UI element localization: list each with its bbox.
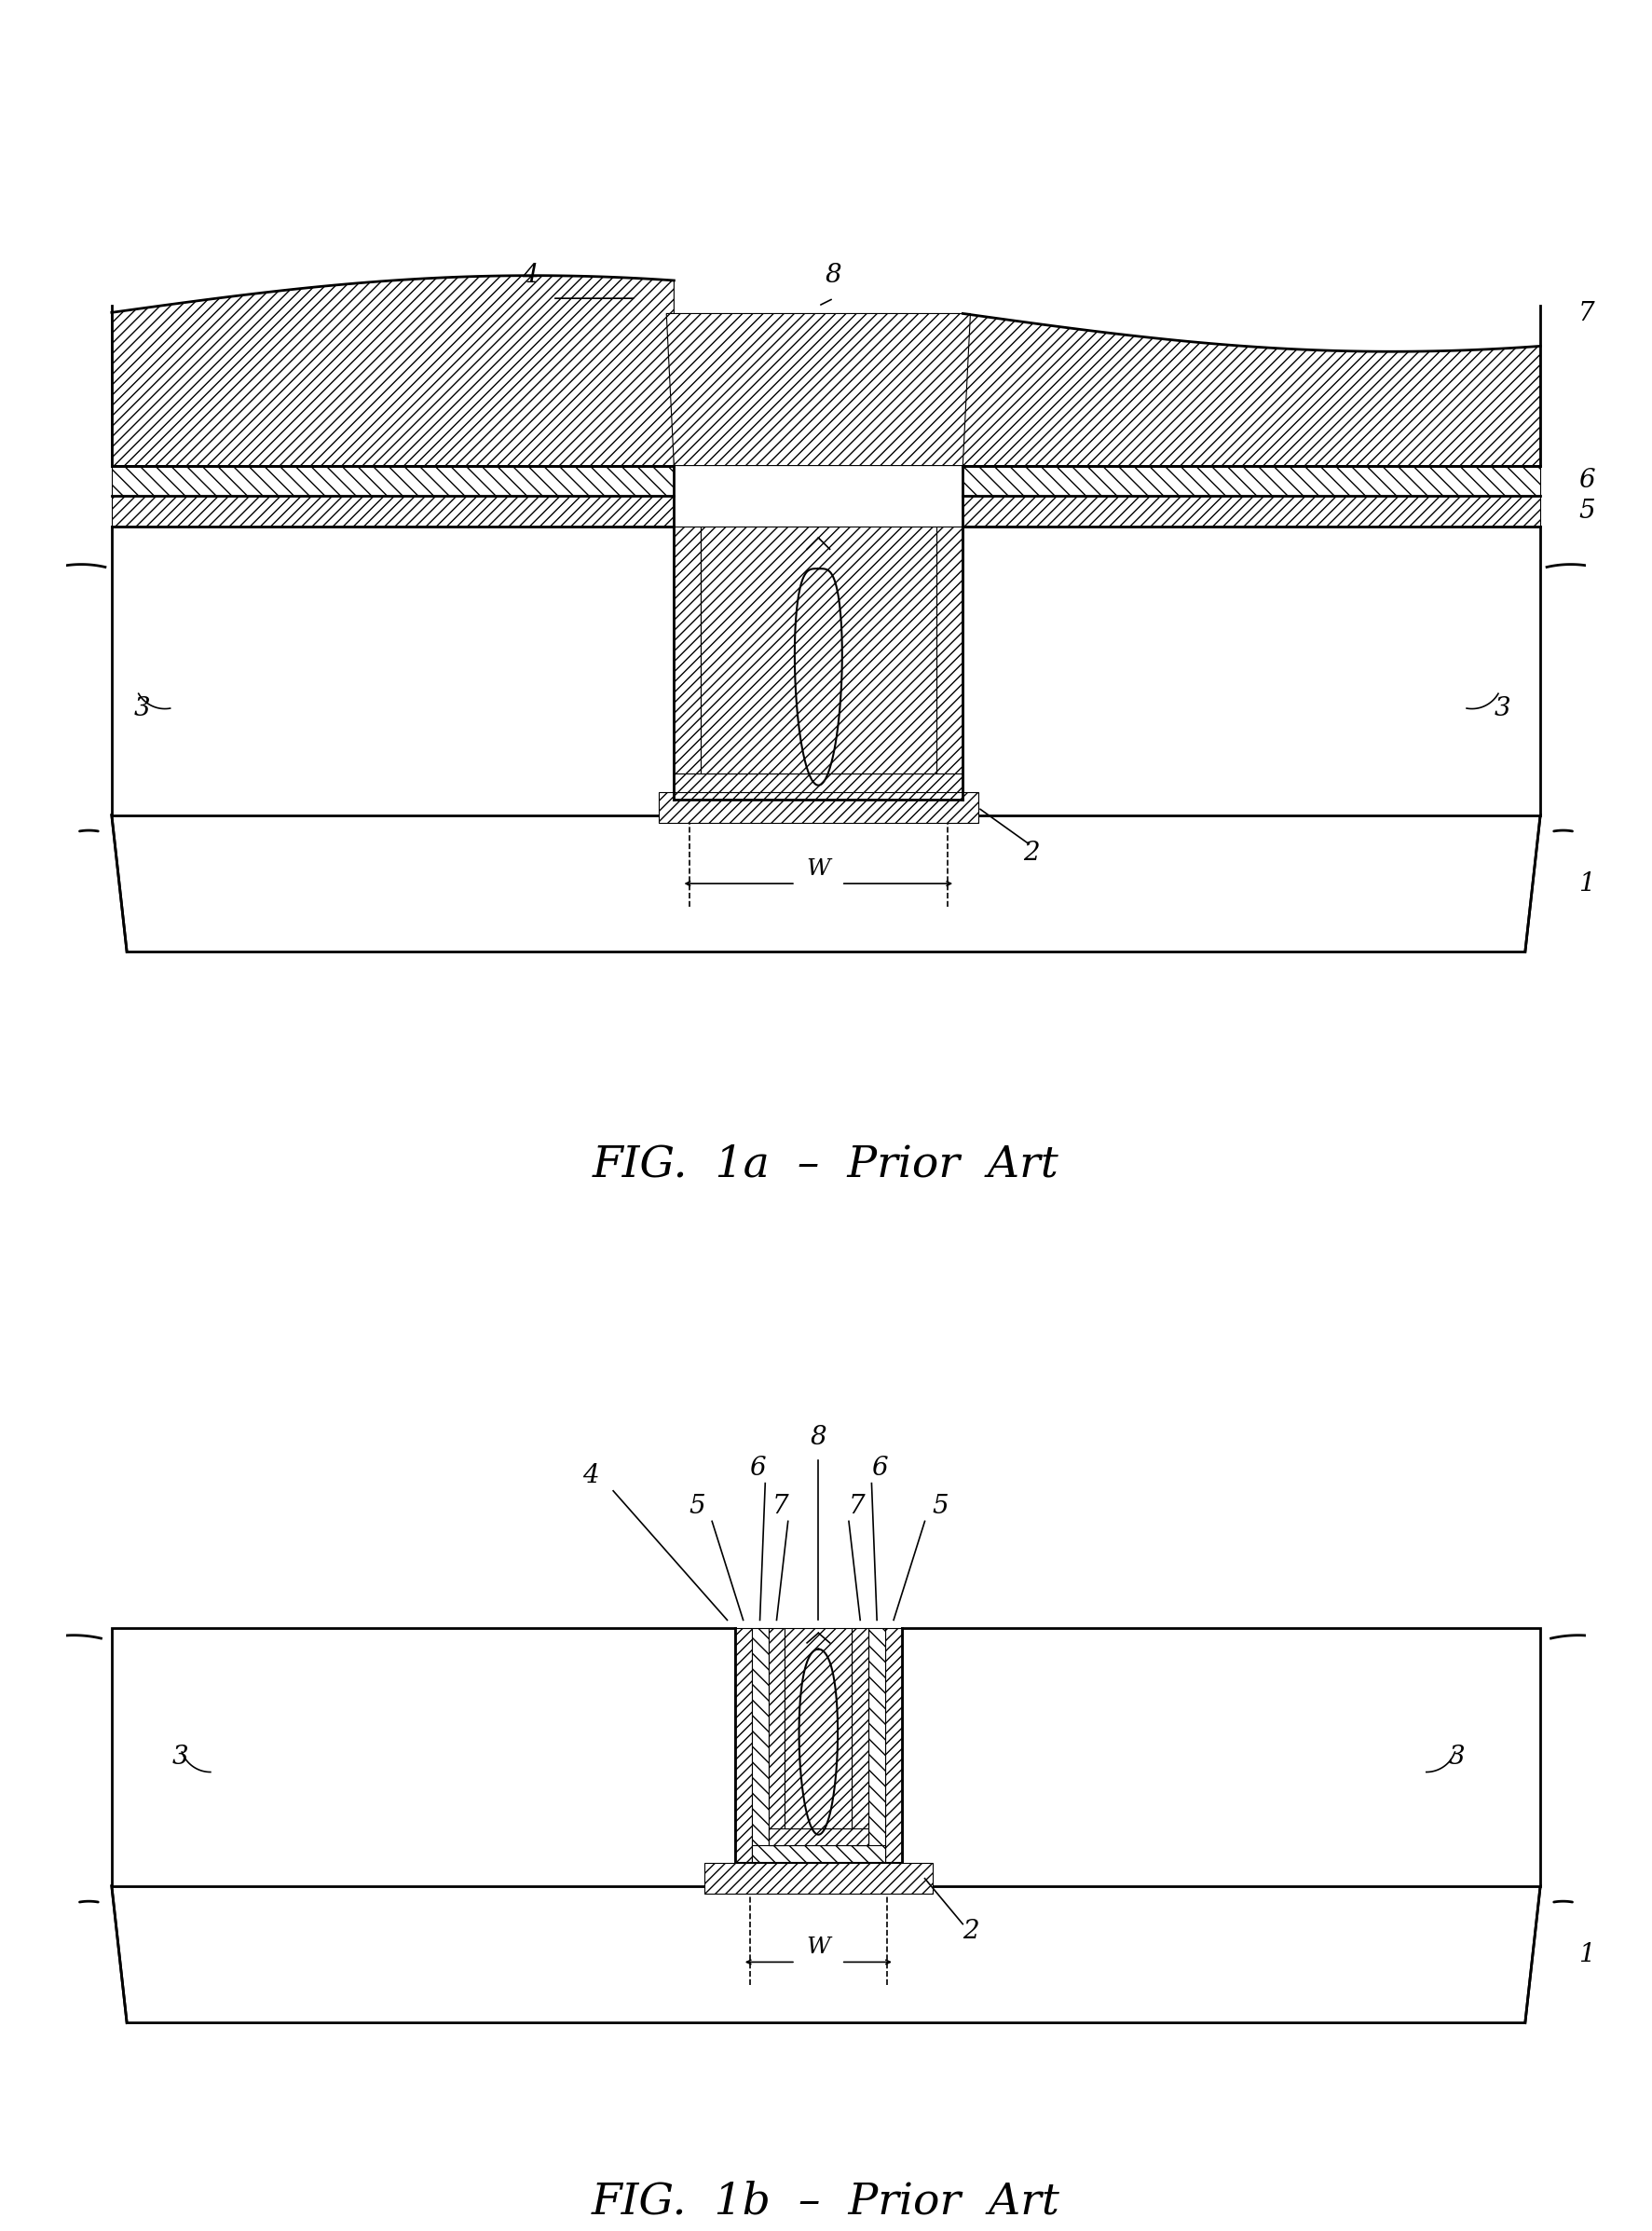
Text: 6: 6 — [750, 1455, 767, 1481]
Polygon shape — [659, 792, 978, 823]
Text: 6: 6 — [871, 1455, 887, 1481]
Polygon shape — [735, 1861, 902, 1879]
Polygon shape — [704, 1863, 932, 1894]
Text: 3: 3 — [134, 696, 150, 721]
Text: 3: 3 — [1493, 696, 1510, 721]
Polygon shape — [937, 527, 963, 801]
Text: 1: 1 — [1578, 1941, 1594, 1968]
Polygon shape — [963, 527, 1540, 814]
Polygon shape — [869, 1629, 885, 1861]
Polygon shape — [700, 527, 937, 774]
Text: 8: 8 — [826, 263, 843, 288]
Text: 8: 8 — [809, 1426, 826, 1450]
Text: 2: 2 — [1024, 841, 1041, 866]
Polygon shape — [112, 277, 674, 466]
Text: 5: 5 — [1578, 498, 1594, 524]
Polygon shape — [963, 495, 1540, 527]
Polygon shape — [768, 1827, 869, 1845]
Polygon shape — [752, 1845, 885, 1861]
Polygon shape — [112, 527, 674, 814]
Text: 7: 7 — [771, 1493, 788, 1519]
Polygon shape — [902, 1629, 1540, 1885]
Text: W: W — [806, 1937, 831, 1959]
Polygon shape — [674, 527, 700, 801]
Polygon shape — [768, 1629, 785, 1845]
Polygon shape — [112, 495, 674, 527]
Text: 7: 7 — [1578, 301, 1594, 326]
Text: 2: 2 — [963, 1919, 980, 1943]
Polygon shape — [963, 466, 1540, 495]
Text: FIG.  1b  –  Prior  Art: FIG. 1b – Prior Art — [591, 2182, 1061, 2222]
Polygon shape — [112, 1885, 1540, 2024]
Polygon shape — [885, 1629, 902, 1879]
Text: 4: 4 — [582, 1464, 598, 1488]
Polygon shape — [112, 814, 1540, 953]
Text: 4: 4 — [522, 263, 539, 288]
Text: 5: 5 — [932, 1493, 948, 1519]
Polygon shape — [735, 1629, 752, 1879]
Text: 7: 7 — [847, 1493, 864, 1519]
Polygon shape — [666, 315, 970, 466]
Polygon shape — [112, 466, 674, 495]
Text: 3: 3 — [172, 1745, 188, 1769]
Text: 3: 3 — [1449, 1745, 1465, 1769]
Text: 5: 5 — [689, 1493, 705, 1519]
Polygon shape — [112, 1629, 735, 1885]
Polygon shape — [785, 1629, 852, 1827]
Polygon shape — [852, 1629, 869, 1845]
Polygon shape — [963, 315, 1540, 466]
Text: 1: 1 — [1578, 870, 1594, 897]
Text: FIG.  1a  –  Prior  Art: FIG. 1a – Prior Art — [593, 1145, 1059, 1185]
Text: W: W — [806, 859, 831, 879]
Text: 6: 6 — [1578, 469, 1594, 493]
Polygon shape — [752, 1629, 768, 1861]
Polygon shape — [674, 774, 963, 801]
